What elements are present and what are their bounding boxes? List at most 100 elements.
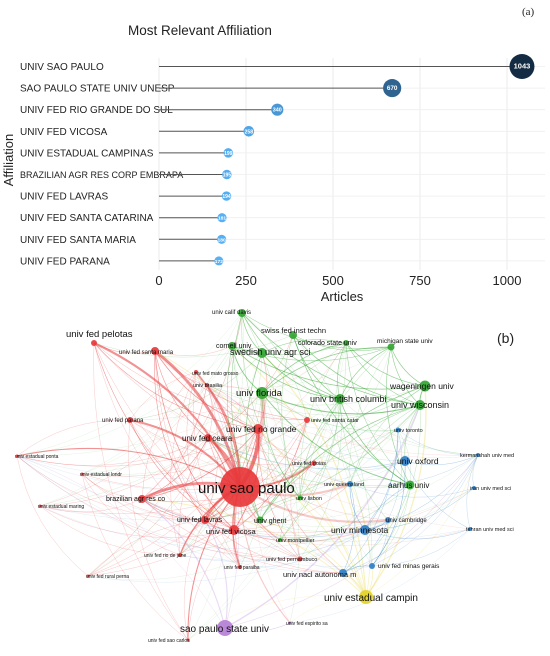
- node-label-19: univ fed pernambuco: [266, 557, 317, 563]
- value-label-4: 199: [224, 151, 233, 157]
- edge-123: [141, 498, 389, 534]
- node-47: [468, 527, 472, 531]
- edge-214: [241, 312, 286, 541]
- node-5: [194, 370, 198, 374]
- edge-124: [141, 498, 471, 546]
- node-label-44: univ toronto: [394, 428, 423, 434]
- edge-290: [364, 429, 399, 531]
- node-39: [347, 481, 353, 487]
- node-3: [91, 340, 97, 346]
- node-41: [256, 516, 264, 524]
- dot-4: [223, 148, 233, 158]
- edge-35: [261, 352, 367, 598]
- edge-69: [195, 371, 351, 485]
- edge-223: [206, 384, 406, 462]
- edge-268: [339, 398, 411, 486]
- node-label-43: univ cambridge: [386, 518, 427, 524]
- node-23: [369, 563, 375, 569]
- node-label-39: univ queensland: [324, 482, 364, 488]
- edge-109: [39, 345, 233, 507]
- edge-54: [154, 350, 209, 439]
- edge-277: [404, 460, 471, 530]
- edge-83: [16, 455, 301, 560]
- edge-292: [364, 487, 475, 531]
- node-33: [256, 387, 268, 399]
- edge-66: [193, 371, 241, 568]
- edge-254: [261, 346, 392, 394]
- edge-240: [231, 345, 341, 400]
- edge-236: [231, 342, 347, 356]
- node-14: [186, 638, 190, 642]
- edge-70: [16, 419, 131, 457]
- edge-183: [313, 429, 399, 464]
- node-29: [228, 342, 236, 350]
- node-label-27: univ calif davis: [212, 310, 251, 316]
- edge-291: [364, 454, 479, 531]
- edge-146: [87, 437, 209, 577]
- node-16: [253, 424, 263, 434]
- node-label-14: univ fed sao carlos: [148, 638, 190, 644]
- edge-145: [233, 487, 475, 536]
- edge-285: [259, 497, 301, 521]
- edge-206: [371, 519, 389, 567]
- edge-74: [129, 419, 301, 560]
- node-24: [339, 569, 347, 577]
- category-label-4: UNIV ESTADUAL CAMPINAS: [20, 148, 154, 159]
- category-label-8: UNIV FED SANTA MARIA: [20, 235, 136, 246]
- edge-71: [129, 419, 235, 531]
- node-label-36: univ wisconsin: [391, 400, 449, 410]
- edge-263: [261, 392, 301, 499]
- node-44: [395, 427, 401, 433]
- edge-47: [93, 342, 315, 464]
- edge-134: [204, 398, 341, 521]
- node-label-1: sao paulo state univ: [180, 624, 269, 635]
- edge-57: [154, 350, 241, 568]
- node-35: [335, 394, 345, 404]
- node-6: [127, 417, 133, 423]
- node-27: [238, 309, 246, 317]
- edge-243: [231, 345, 479, 456]
- node-21: [178, 553, 182, 557]
- edge-287: [259, 454, 479, 521]
- edge-251: [299, 342, 347, 499]
- node-label-22: univ fed espirito sa: [286, 621, 328, 627]
- edge-46: [93, 342, 308, 421]
- node-label-2: univ estadual campin: [324, 593, 418, 604]
- edge-106: [39, 462, 315, 514]
- edge-56: [154, 350, 308, 421]
- edge-115: [141, 428, 259, 500]
- edge-184: [299, 558, 373, 570]
- edge-89: [16, 455, 406, 494]
- node-label-31: swedish univ agr sci: [230, 347, 311, 357]
- node-label-46: iran univ med sci: [470, 486, 511, 492]
- node-19: [297, 556, 303, 562]
- chart-title: Most Relevant Affiliation: [128, 23, 272, 38]
- edge-231: [292, 334, 392, 352]
- edge-229: [241, 312, 301, 499]
- edge-267: [259, 385, 426, 521]
- affiliation-lollipop-chart: (a) Most Relevant Affiliation UNIV SAO P…: [1, 6, 545, 304]
- node-40: [297, 495, 303, 501]
- node-11: [201, 516, 209, 524]
- edge-37: [349, 483, 371, 598]
- value-label-9: 172: [215, 259, 223, 265]
- edge-294: [387, 429, 402, 521]
- node-26: [205, 383, 209, 387]
- node-label-37: univ oxford: [397, 456, 439, 466]
- edge-246: [345, 342, 426, 387]
- edge-259: [349, 346, 392, 485]
- node-label-18: univ fed goias: [292, 461, 326, 467]
- edge-181: [313, 460, 406, 471]
- value-label-3: 258: [244, 129, 253, 135]
- edge-141: [179, 529, 235, 556]
- edge-72: [128, 419, 189, 641]
- y-axis-title: Affiliation: [1, 134, 16, 187]
- edge-173: [257, 428, 351, 485]
- edge-252: [261, 352, 341, 400]
- edge-90: [16, 429, 399, 479]
- node-label-40: univ lisbon: [296, 496, 322, 502]
- edge-213: [342, 454, 479, 574]
- edge-144: [233, 529, 366, 543]
- edge-212: [342, 429, 399, 574]
